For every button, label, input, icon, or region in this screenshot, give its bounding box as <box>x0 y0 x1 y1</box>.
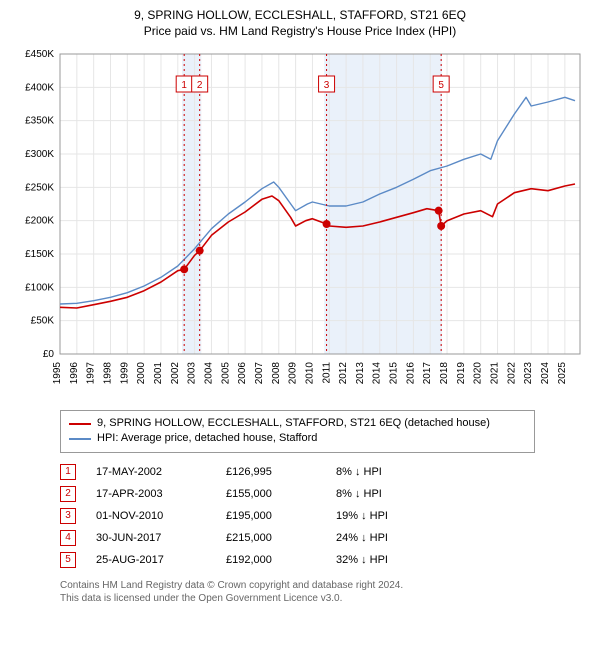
svg-text:2012: 2012 <box>338 362 349 385</box>
event-delta: 24% ↓ HPI <box>336 532 436 544</box>
svg-text:2017: 2017 <box>422 362 433 385</box>
legend-swatch <box>69 423 91 425</box>
svg-text:2016: 2016 <box>405 362 416 385</box>
svg-text:2015: 2015 <box>389 362 400 385</box>
svg-text:1999: 1999 <box>119 362 130 385</box>
footer-line-2: This data is licensed under the Open Gov… <box>60 592 535 606</box>
line-chart: £0 £50K £100K £150K £200K £250K £300K £350K £400… <box>10 44 590 404</box>
event-marker: 2 <box>60 486 76 502</box>
svg-text:2024: 2024 <box>540 362 551 385</box>
event-delta: 32% ↓ HPI <box>336 554 436 566</box>
svg-text:2013: 2013 <box>355 362 366 385</box>
svg-text:£400K: £400K <box>25 82 54 93</box>
svg-text:2: 2 <box>197 80 203 91</box>
svg-text:2020: 2020 <box>473 362 484 385</box>
svg-text:2005: 2005 <box>220 362 231 385</box>
chart-area: £0 £50K £100K £150K £200K £250K £300K £350K £400… <box>10 44 590 404</box>
svg-text:2022: 2022 <box>506 362 517 385</box>
event-row: 4 30-JUN-2017£215,00024% ↓ HPI <box>60 527 535 549</box>
chart-title: 9, SPRING HOLLOW, ECCLESHALL, STAFFORD, … <box>10 8 590 22</box>
legend-label: 9, SPRING HOLLOW, ECCLESHALL, STAFFORD, … <box>97 416 490 431</box>
svg-text:£0: £0 <box>43 349 55 360</box>
svg-text:1996: 1996 <box>69 362 80 385</box>
svg-text:£200K: £200K <box>25 216 54 227</box>
footer-line-1: Contains HM Land Registry data © Crown c… <box>60 579 535 593</box>
svg-text:5: 5 <box>438 80 444 91</box>
svg-text:2006: 2006 <box>237 362 248 385</box>
event-date: 17-APR-2003 <box>96 488 226 500</box>
chart-subtitle: Price paid vs. HM Land Registry's House … <box>10 24 590 38</box>
svg-text:2009: 2009 <box>288 362 299 385</box>
event-marker: 3 <box>60 508 76 524</box>
svg-text:2019: 2019 <box>456 362 467 385</box>
svg-text:£450K: £450K <box>25 49 54 60</box>
svg-text:2008: 2008 <box>271 362 282 385</box>
event-date: 25-AUG-2017 <box>96 554 226 566</box>
svg-text:2001: 2001 <box>153 362 164 385</box>
legend-item: 9, SPRING HOLLOW, ECCLESHALL, STAFFORD, … <box>69 416 526 431</box>
event-marker: 5 <box>60 552 76 568</box>
svg-text:2011: 2011 <box>321 362 332 384</box>
legend: 9, SPRING HOLLOW, ECCLESHALL, STAFFORD, … <box>60 410 535 453</box>
footer-attribution: Contains HM Land Registry data © Crown c… <box>60 579 535 606</box>
event-price: £195,000 <box>226 510 336 522</box>
event-row: 2 17-APR-2003£155,0008% ↓ HPI <box>60 483 535 505</box>
event-marker: 1 <box>60 464 76 480</box>
svg-text:2004: 2004 <box>203 362 214 385</box>
page-root: 9, SPRING HOLLOW, ECCLESHALL, STAFFORD, … <box>0 0 600 650</box>
events-table: 1 17-MAY-2002£126,9958% ↓ HPI 2 17-APR-2003… <box>60 461 535 571</box>
svg-text:2007: 2007 <box>254 362 265 385</box>
legend-label: HPI: Average price, detached house, Staf… <box>97 431 317 446</box>
svg-text:1997: 1997 <box>86 362 97 385</box>
svg-text:£300K: £300K <box>25 149 54 160</box>
event-date: 01-NOV-2010 <box>96 510 226 522</box>
svg-text:£150K: £150K <box>25 249 54 260</box>
title-block: 9, SPRING HOLLOW, ECCLESHALL, STAFFORD, … <box>10 8 590 38</box>
svg-text:£250K: £250K <box>25 182 54 193</box>
svg-text:2003: 2003 <box>187 362 198 385</box>
svg-text:1: 1 <box>181 80 187 91</box>
svg-text:1995: 1995 <box>52 362 63 385</box>
svg-text:£50K: £50K <box>31 316 55 327</box>
svg-text:£100K: £100K <box>25 282 54 293</box>
svg-text:2023: 2023 <box>523 362 534 385</box>
event-date: 17-MAY-2002 <box>96 466 226 478</box>
event-price: £126,995 <box>226 466 336 478</box>
svg-text:2014: 2014 <box>372 362 383 385</box>
event-price: £215,000 <box>226 532 336 544</box>
svg-text:2021: 2021 <box>490 362 501 385</box>
event-price: £192,000 <box>226 554 336 566</box>
svg-text:3: 3 <box>324 80 330 91</box>
svg-text:2018: 2018 <box>439 362 450 385</box>
svg-text:1998: 1998 <box>102 362 113 385</box>
event-price: £155,000 <box>226 488 336 500</box>
svg-text:2002: 2002 <box>170 362 181 385</box>
svg-text:£350K: £350K <box>25 116 54 127</box>
svg-text:2010: 2010 <box>304 362 315 385</box>
svg-text:2000: 2000 <box>136 362 147 385</box>
event-delta: 19% ↓ HPI <box>336 510 436 522</box>
event-row: 1 17-MAY-2002£126,9958% ↓ HPI <box>60 461 535 483</box>
svg-text:2025: 2025 <box>557 362 568 385</box>
event-row: 3 01-NOV-2010£195,00019% ↓ HPI <box>60 505 535 527</box>
event-delta: 8% ↓ HPI <box>336 466 436 478</box>
event-marker: 4 <box>60 530 76 546</box>
legend-item: HPI: Average price, detached house, Staf… <box>69 431 526 446</box>
event-row: 5 25-AUG-2017£192,00032% ↓ HPI <box>60 549 535 571</box>
legend-swatch <box>69 438 91 440</box>
event-delta: 8% ↓ HPI <box>336 488 436 500</box>
event-date: 30-JUN-2017 <box>96 532 226 544</box>
